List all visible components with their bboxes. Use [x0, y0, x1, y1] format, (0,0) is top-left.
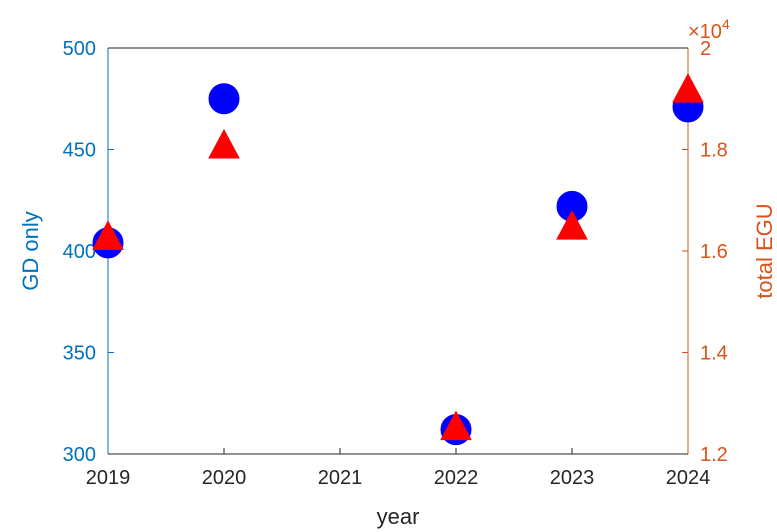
total-egu-point — [208, 128, 240, 159]
gd-only-point — [208, 83, 240, 115]
left-y-tick-label: 400 — [63, 241, 96, 263]
right-y-axis-label: total EGU — [752, 203, 777, 298]
x-tick-label: 2020 — [202, 467, 247, 489]
x-tick-label: 2023 — [550, 467, 595, 489]
x-tick-label: 2019 — [86, 467, 131, 489]
left-y-tick-label: 500 — [63, 38, 96, 60]
total-egu-point — [556, 210, 588, 240]
right-y-tick-label: 1.8 — [700, 140, 728, 162]
total-egu-point — [672, 73, 704, 103]
right-axis-exponent-power: 4 — [722, 16, 730, 32]
left-y-tick-label: 350 — [63, 343, 96, 365]
x-axis-label: year — [377, 504, 420, 529]
total-egu-point — [92, 220, 124, 250]
plot-area — [108, 48, 688, 454]
right-axis-exponent: ×104 — [688, 16, 730, 43]
left-y-axis-label: GD only — [18, 211, 43, 290]
right-y-tick-label: 1.6 — [700, 241, 728, 263]
x-tick-label: 2024 — [666, 467, 711, 489]
data-markers — [92, 73, 704, 446]
left-y-axis: 300 350 400 450 500 — [63, 38, 114, 466]
right-y-tick-label: 1.4 — [700, 343, 728, 365]
x-tick-label: 2022 — [434, 467, 479, 489]
right-y-axis: 1.2 1.4 1.6 1.8 2 — [682, 38, 728, 466]
right-y-tick-label: 1.2 — [700, 444, 728, 466]
left-y-tick-label: 450 — [63, 140, 96, 162]
total-egu-point — [440, 410, 472, 441]
x-tick-label: 2021 — [318, 467, 363, 489]
left-y-tick-label: 300 — [63, 444, 96, 466]
x-axis: 2019 2020 2021 2022 2023 2024 — [86, 448, 711, 489]
right-y-tick-label: 2 — [700, 38, 711, 60]
